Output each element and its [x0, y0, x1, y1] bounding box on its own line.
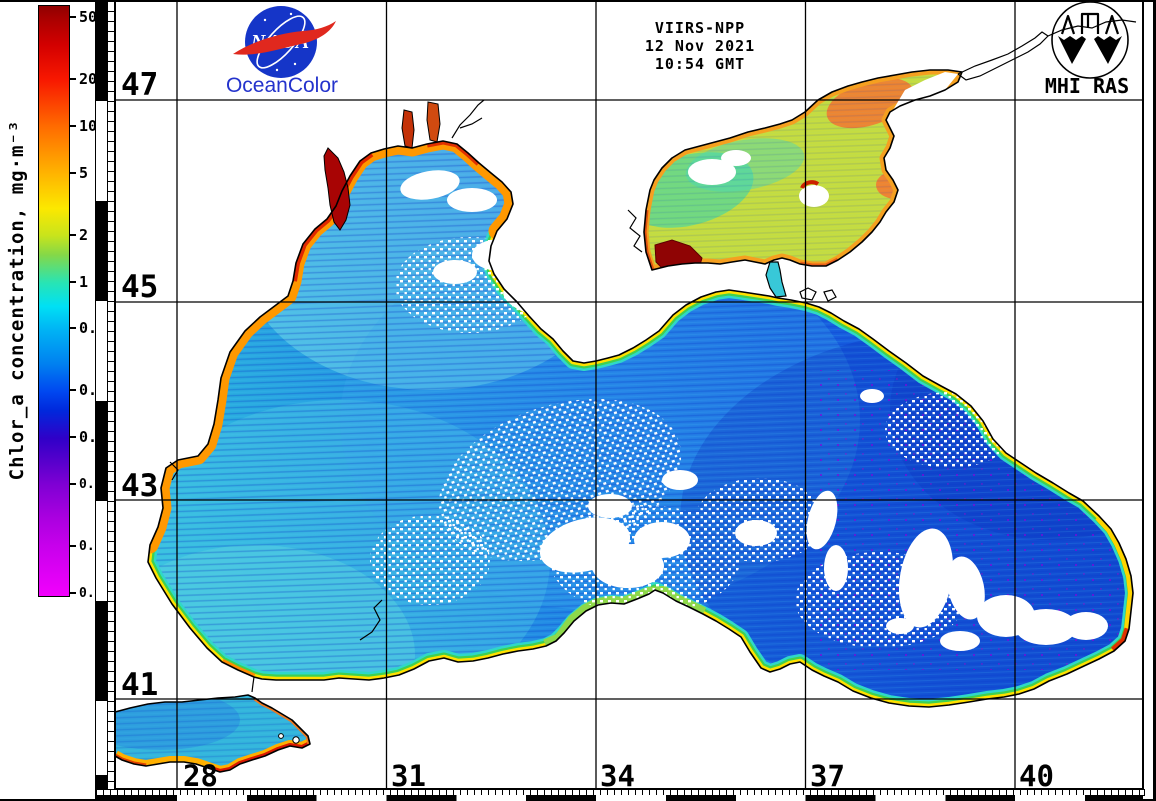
azov-sea-region	[644, 70, 962, 270]
mhi-logo	[1051, 1, 1129, 79]
colorbar-label: 20	[79, 70, 98, 88]
colorbar-tick	[69, 545, 76, 547]
colorbar-label: 50	[79, 8, 98, 26]
longitude-degree-bar-stub	[95, 795, 177, 801]
latitude-degree-bar-stub	[95, 775, 108, 789]
colorbar-tick	[69, 389, 76, 391]
liman	[426, 101, 441, 143]
acquisition-time: 10:54 GMT	[654, 55, 746, 73]
lat-label-45: 45	[121, 269, 158, 305]
lon-label-37: 37	[810, 759, 845, 793]
dniester-liman	[323, 147, 351, 231]
colorbar-tick	[69, 327, 76, 329]
kerch-strait	[765, 261, 787, 298]
right-border	[1153, 0, 1156, 801]
colorbar-tick	[69, 234, 76, 236]
lon-label-28: 28	[183, 759, 218, 793]
graticule-labels: 47 45 43 41 28 31 34 37 40	[121, 67, 1054, 793]
lon-label-31: 31	[391, 759, 426, 793]
lon-label-34: 34	[600, 759, 635, 793]
nasa-logo: NASA	[233, 6, 336, 78]
acquisition-date: 12 Nov 2021	[644, 37, 756, 55]
colorbar-tick	[69, 16, 76, 18]
header-block: VIIRS-NPP 12 Nov 2021 10:54 GMT	[560, 19, 840, 73]
colorbar-tick	[69, 592, 76, 594]
colorbar-gradient	[38, 5, 70, 597]
liman	[401, 109, 415, 149]
colorbar-tick	[69, 125, 76, 127]
lat-label-47: 47	[121, 67, 158, 103]
colorbar-tick	[69, 172, 76, 174]
colorbar-label: 1	[79, 273, 89, 291]
colorbar-tick	[69, 436, 76, 438]
colorbar-label: 10	[79, 117, 98, 135]
colorbar-tick	[69, 483, 76, 485]
nasa-swoosh	[233, 21, 336, 55]
mhi-wordmark: MHI RAS	[1045, 74, 1129, 98]
marmara-island	[278, 733, 284, 739]
black-sea-region	[148, 141, 1133, 707]
colorbar-label: 2	[79, 226, 89, 244]
colorbar-tick	[69, 78, 76, 80]
colorbar-label: 5	[79, 164, 89, 182]
oceancolor-wordmark: OceanColor	[225, 74, 339, 97]
longitude-degree-bar	[177, 795, 1143, 801]
marmara-island	[292, 736, 300, 744]
grid-lines	[115, 2, 1143, 789]
lat-label-41: 41	[121, 667, 158, 703]
map-frame	[114, 0, 1144, 790]
colorbar-tick	[69, 281, 76, 283]
lat-label-43: 43	[121, 468, 158, 504]
lon-label-40: 40	[1019, 759, 1054, 793]
satellite-name: VIIRS-NPP	[654, 19, 746, 37]
